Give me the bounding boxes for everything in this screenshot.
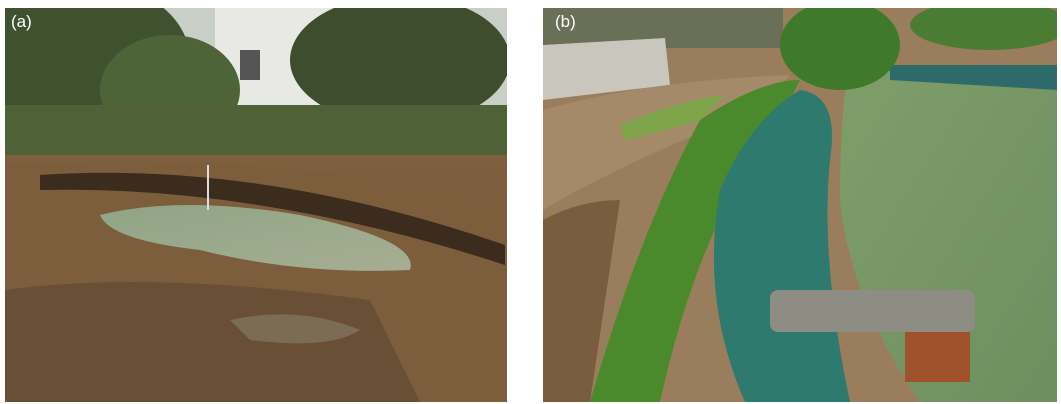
panel-label: (b) [555, 12, 576, 31]
photo-a [5, 8, 507, 402]
photo-b [543, 8, 1057, 402]
panel-label: (a) [11, 12, 32, 31]
